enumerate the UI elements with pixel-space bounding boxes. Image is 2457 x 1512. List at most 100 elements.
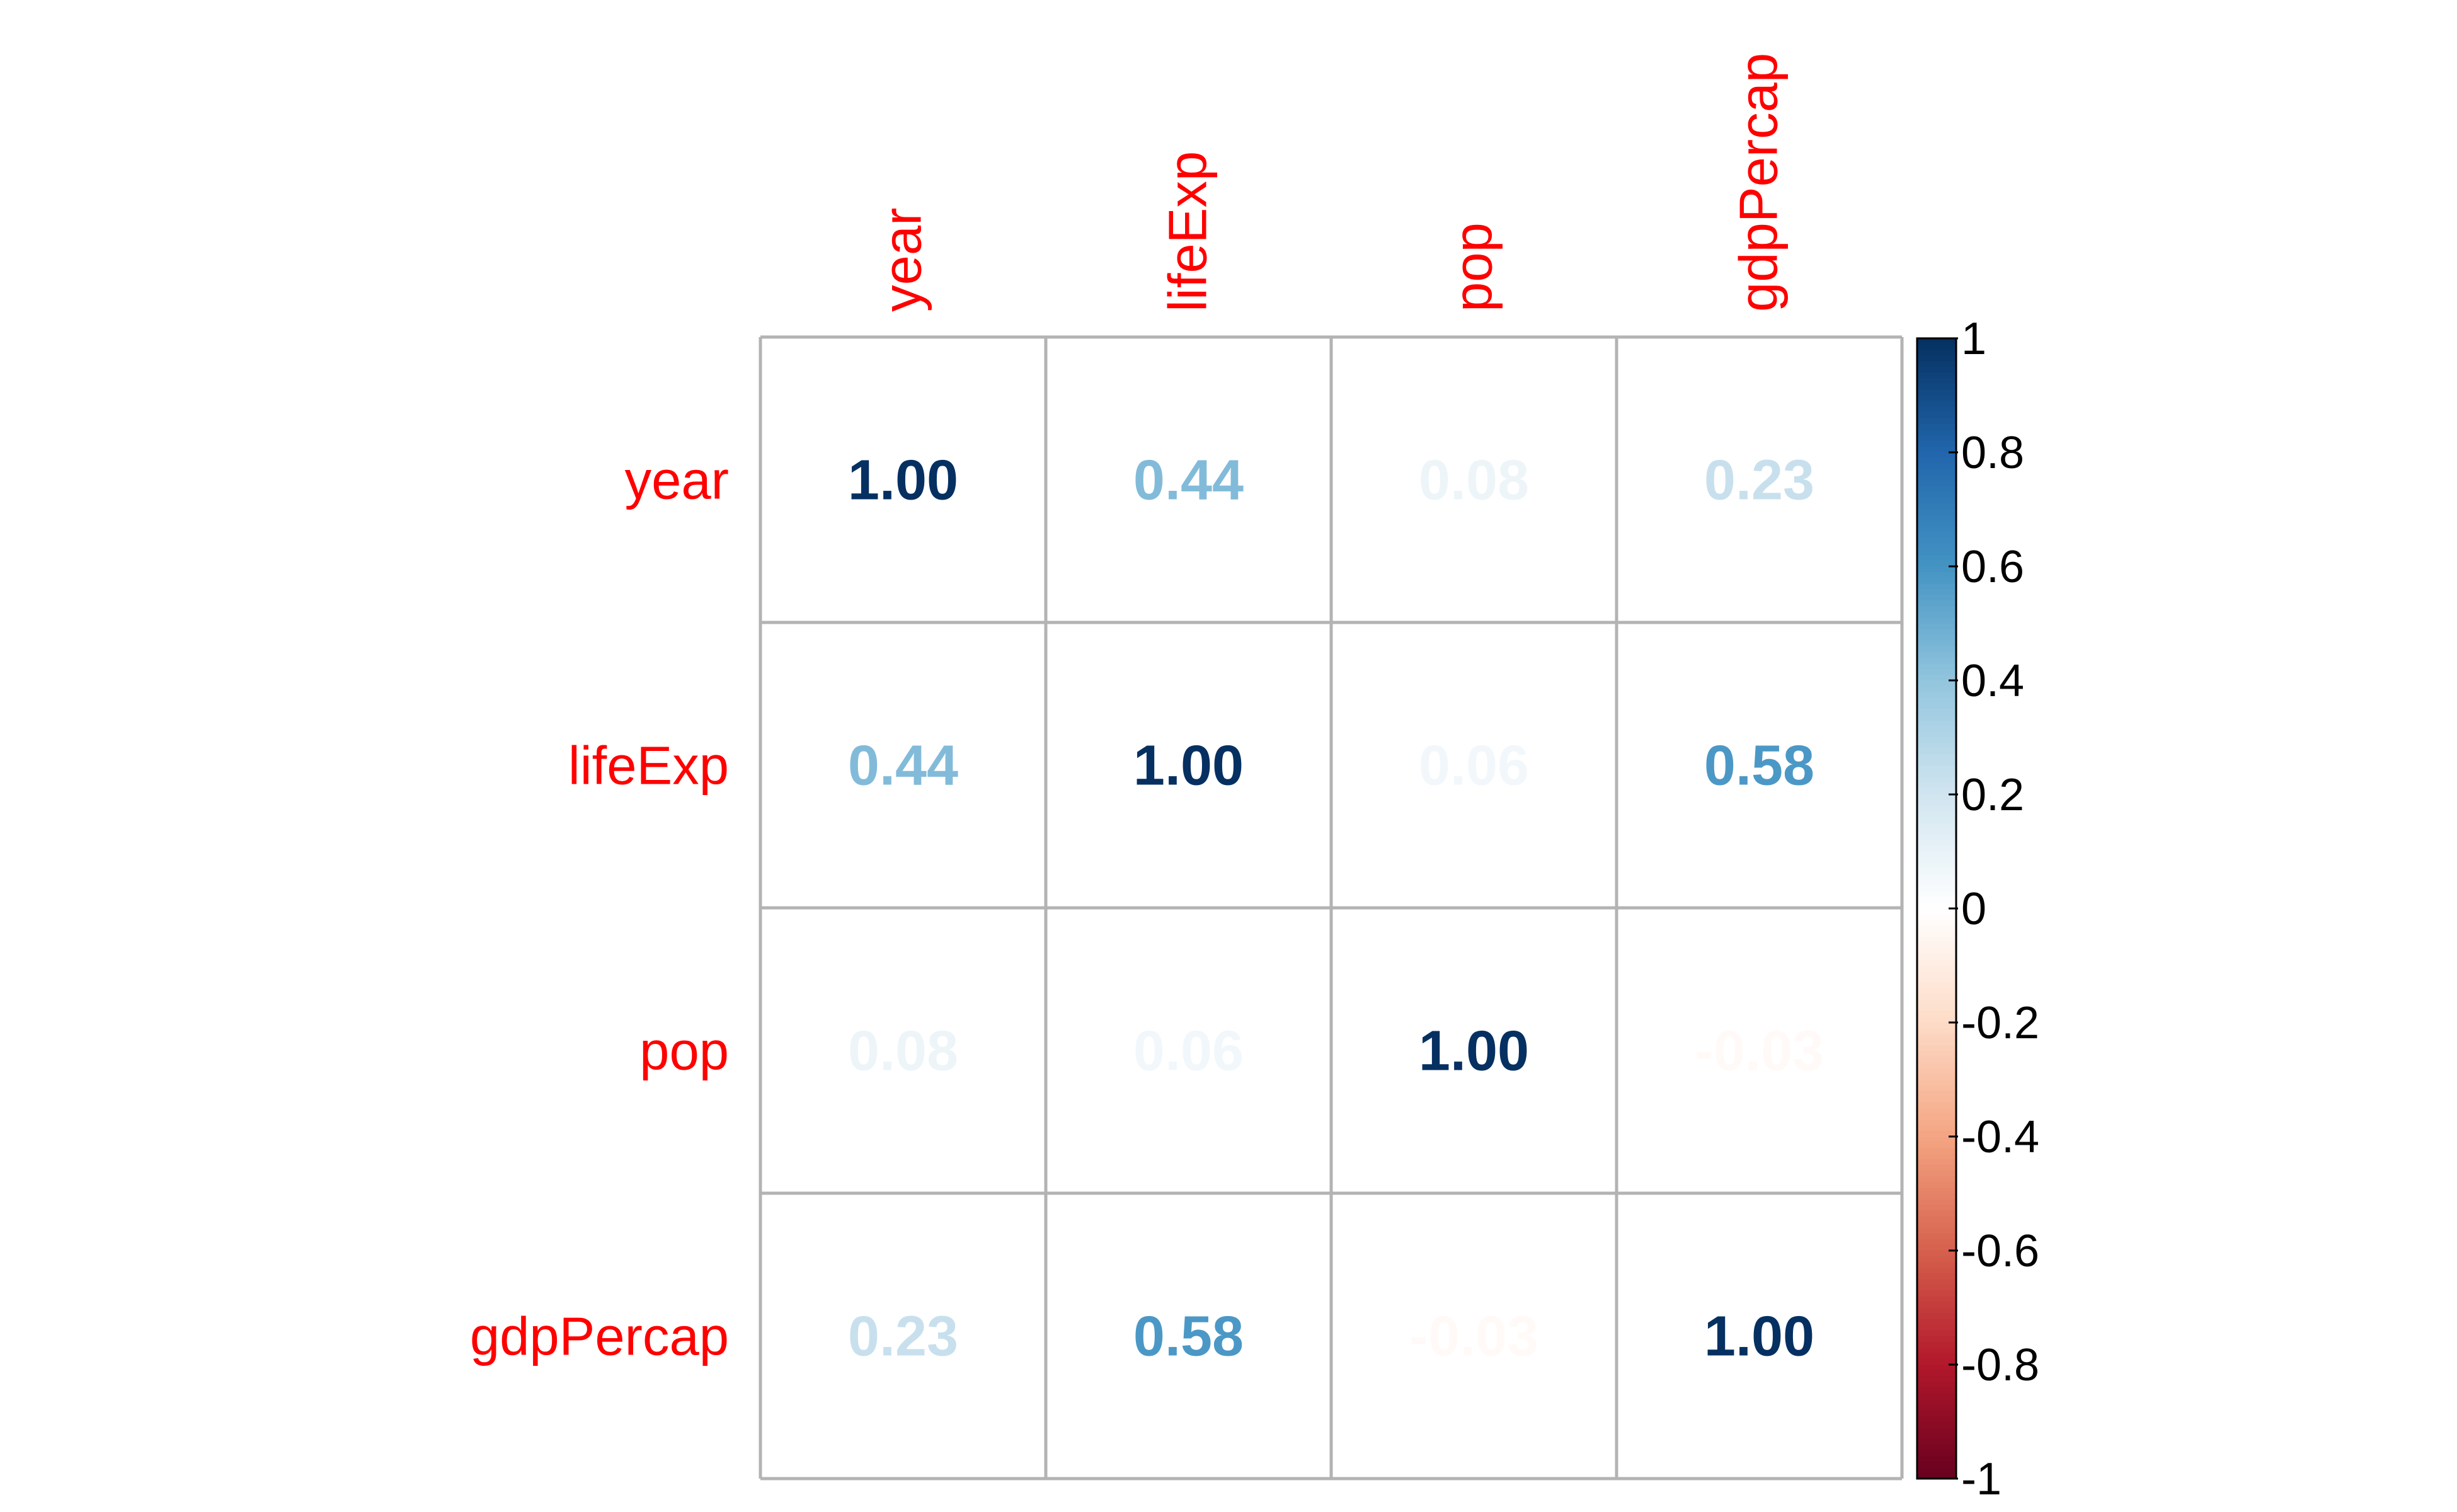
colorbar-segment <box>1917 440 1956 447</box>
colorbar-segment <box>1917 640 1956 647</box>
colorbar-segment <box>1917 578 1956 585</box>
colorbar-segment <box>1917 931 1956 938</box>
colorbar-segment <box>1917 606 1956 613</box>
colorbar-tick-label: -1 <box>1961 1454 2002 1504</box>
colorbar-segment <box>1917 1085 1956 1092</box>
colorbar-segment <box>1917 680 1956 687</box>
colorbar-segment <box>1917 999 1956 1006</box>
colorbar-segment <box>1917 1165 1956 1172</box>
colorbar-segment <box>1917 1307 1956 1314</box>
colorbar-segment <box>1917 549 1956 556</box>
colorbar-segment <box>1917 1279 1956 1286</box>
colorbar-segment <box>1917 1034 1956 1041</box>
cell-value: 1.00 <box>848 449 958 512</box>
colorbar-segment <box>1917 1159 1956 1166</box>
colorbar-segment <box>1917 959 1956 966</box>
colorbar-segment <box>1917 1233 1956 1240</box>
colorbar-segment <box>1917 1074 1956 1080</box>
colorbar-segment <box>1917 937 1956 944</box>
colorbar-segment <box>1917 503 1956 510</box>
colorbar-segment <box>1917 1273 1956 1280</box>
colorbar-segment <box>1917 1068 1956 1075</box>
colorbar-segment <box>1917 464 1956 471</box>
colorbar-segment <box>1917 726 1956 733</box>
matrix-cell <box>1331 1193 1617 1479</box>
colorbar-segment <box>1917 720 1956 727</box>
colorbar-segment <box>1917 948 1956 955</box>
colorbar-segment <box>1917 401 1956 408</box>
colorbar-segment <box>1917 526 1956 533</box>
colorbar-segment <box>1917 1324 1956 1331</box>
colorbar-segment <box>1917 1227 1956 1234</box>
colorbar-segment <box>1917 714 1956 721</box>
row-label: gdpPercap <box>470 1307 729 1367</box>
colorbar-segment <box>1917 1016 1956 1023</box>
colorbar-segment <box>1917 361 1956 368</box>
row-label: lifeExp <box>568 736 729 796</box>
colorbar-segment <box>1917 1079 1956 1086</box>
matrix-cell <box>1331 908 1617 1193</box>
colorbar-segment <box>1917 629 1956 636</box>
colorbar-segment <box>1917 1262 1956 1269</box>
colorbar-segment <box>1917 817 1956 824</box>
colorbar-segment <box>1917 885 1956 892</box>
colorbar-segment <box>1917 509 1956 516</box>
cell-value: -0.03 <box>1695 1020 1824 1083</box>
colorbar-segment <box>1917 891 1956 898</box>
colorbar-tick-label: 0 <box>1961 884 1986 934</box>
colorbar-segment <box>1917 1341 1956 1348</box>
colorbar-segment <box>1917 1176 1956 1183</box>
matrix-cell <box>760 622 1046 908</box>
colorbar-segment <box>1917 1171 1956 1177</box>
colorbar-segment <box>1917 1205 1956 1211</box>
colorbar-segment <box>1917 1302 1956 1309</box>
colorbar-segment <box>1917 492 1956 499</box>
colorbar-segment <box>1917 879 1956 886</box>
colorbar-segment <box>1917 344 1956 351</box>
colorbar-segment <box>1917 737 1956 744</box>
colorbar-segment <box>1917 765 1956 772</box>
colorbar-tick-label: 0.4 <box>1961 656 2024 706</box>
colorbar-tick-label: -0.4 <box>1961 1112 2039 1162</box>
column-label: lifeExp <box>1159 151 1218 312</box>
colorbar-segment <box>1917 651 1956 658</box>
colorbar-segment <box>1917 1045 1956 1052</box>
colorbar-segment <box>1917 697 1956 704</box>
colorbar-segment <box>1917 406 1956 413</box>
colorbar-segment <box>1917 748 1956 755</box>
colorbar-segment <box>1917 1416 1956 1423</box>
colorbar-segment <box>1917 1472 1956 1479</box>
colorbar-segment <box>1917 1387 1956 1394</box>
column-label: year <box>873 208 933 312</box>
colorbar-segment <box>1917 560 1956 567</box>
colorbar-segment <box>1917 1347 1956 1354</box>
colorbar-segment <box>1917 1376 1956 1383</box>
colorbar-segment <box>1917 1096 1956 1103</box>
colorbar-segment <box>1917 1467 1956 1474</box>
colorbar-segment <box>1917 1285 1956 1292</box>
colorbar-segment <box>1917 389 1956 396</box>
colorbar-segment <box>1917 668 1956 675</box>
matrix-cell <box>760 337 1046 622</box>
colorbar-segment <box>1917 1125 1956 1131</box>
cell-value: 0.08 <box>848 1020 958 1083</box>
row-label: pop <box>639 1022 729 1082</box>
colorbar-segment <box>1917 1256 1956 1263</box>
colorbar-segment <box>1917 355 1956 362</box>
colorbar-segment <box>1917 828 1956 835</box>
colorbar-segment <box>1917 469 1956 476</box>
colorbar-segment <box>1917 840 1956 847</box>
colorbar-tick-label: 0.8 <box>1961 428 2024 478</box>
colorbar-segment <box>1917 1330 1956 1337</box>
colorbar-tick-label: 0.2 <box>1961 770 2024 820</box>
colorbar-segment <box>1917 1370 1956 1377</box>
colorbar-segment <box>1917 942 1956 949</box>
colorbar-segment <box>1917 1290 1956 1297</box>
colorbar-segment <box>1917 384 1956 391</box>
colorbar-segment <box>1917 452 1956 459</box>
colorbar-segment <box>1917 851 1956 858</box>
colorbar-segment <box>1917 1268 1956 1274</box>
matrix-grid <box>759 335 1904 1480</box>
colorbar-segment <box>1917 395 1956 402</box>
colorbar-segment <box>1917 731 1956 738</box>
